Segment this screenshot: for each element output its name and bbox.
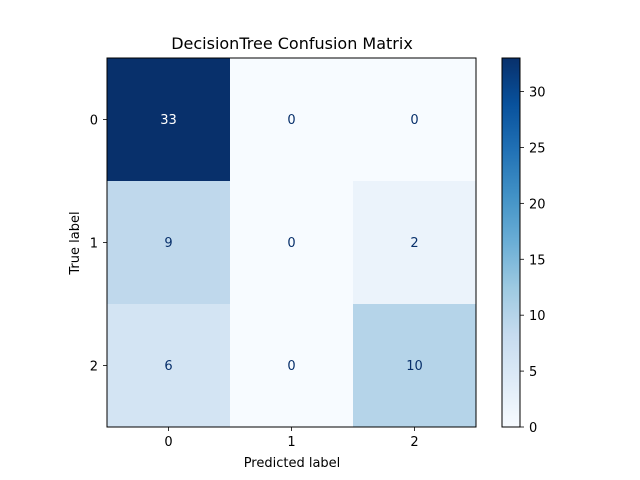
cell-value-label: 0 <box>287 236 295 251</box>
colorbar-ticks: 0 5 10 15 20 25 30 <box>520 86 546 436</box>
x-tick-label: 2 <box>410 435 418 450</box>
colorbar-tick-label: 30 <box>529 86 546 101</box>
heatmap-cell-r0-c1 <box>230 58 354 182</box>
colorbar-tick-label: 0 <box>529 421 537 436</box>
cell-value-label: 2 <box>410 236 418 251</box>
heatmap-cell-r1-c1 <box>230 181 354 305</box>
x-tick-label: 0 <box>164 435 172 450</box>
heatmap-cell-r2-c0 <box>107 304 231 428</box>
heatmap-cell-r0-c2 <box>353 58 477 182</box>
colorbar-tick-label: 10 <box>529 309 546 324</box>
colorbar-tick-label: 25 <box>529 141 546 156</box>
cell-value-label: 6 <box>164 359 172 374</box>
chart-title: DecisionTree Confusion Matrix <box>171 34 413 53</box>
x-axis-ticks: 0 1 2 <box>164 427 419 450</box>
colorbar-tick-label: 5 <box>529 365 537 380</box>
colorbar <box>501 57 521 428</box>
y-axis-ticks: 0 1 2 <box>90 114 107 375</box>
y-tick-label: 2 <box>90 360 98 375</box>
heatmap-cell-r1-c0 <box>107 181 231 305</box>
heatmap-cell-r2-c1 <box>230 304 354 428</box>
cell-value-label: 0 <box>287 359 295 374</box>
cell-value-label: 0 <box>410 113 418 128</box>
heatmap-cells <box>107 58 477 428</box>
heatmap-cell-labels: 33 0 0 9 0 2 6 0 10 <box>160 113 423 374</box>
x-axis-label: Predicted label <box>244 456 341 471</box>
heatmap-cell-r1-c2 <box>353 181 477 305</box>
cell-value-label: 0 <box>287 113 295 128</box>
heatmap-cell-r0-c0 <box>107 58 231 182</box>
cell-value-label: 10 <box>406 359 423 374</box>
heatmap-cell-r2-c2 <box>353 304 477 428</box>
colorbar-tick-label: 20 <box>529 197 546 212</box>
cell-value-label: 33 <box>160 113 177 128</box>
y-axis-label: True label <box>68 211 83 275</box>
x-tick-label: 1 <box>287 435 295 450</box>
y-tick-label: 0 <box>90 114 98 129</box>
colorbar-tick-label: 15 <box>529 253 546 268</box>
cell-value-label: 9 <box>164 236 172 251</box>
y-tick-label: 1 <box>90 237 98 252</box>
